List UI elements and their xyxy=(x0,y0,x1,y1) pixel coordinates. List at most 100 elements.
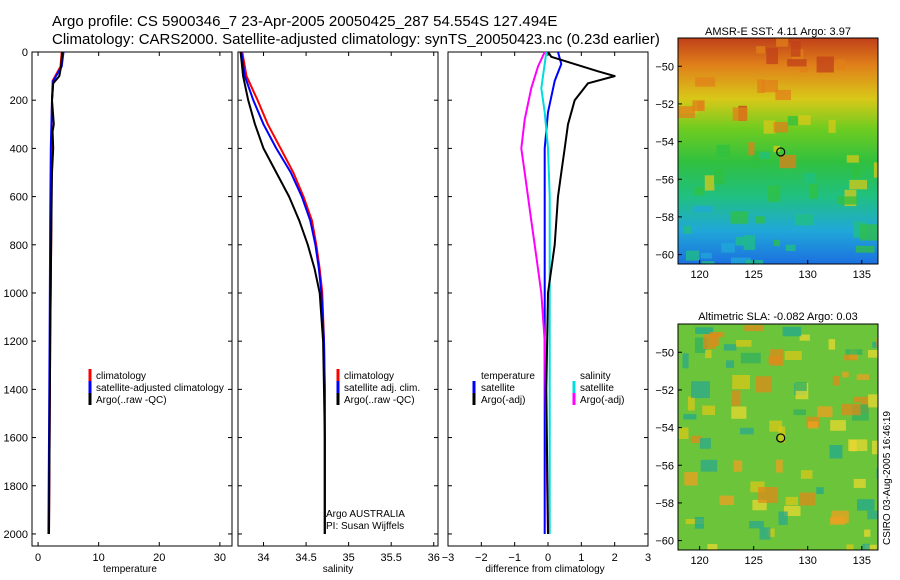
map-cell xyxy=(740,352,761,364)
annotation-pi: PI: Susan Wijffels xyxy=(326,521,404,532)
map-y-tick-label: −54 xyxy=(655,423,674,435)
map-cell xyxy=(748,142,755,156)
map-cell xyxy=(767,185,781,202)
map-cell xyxy=(700,459,718,472)
map-cell xyxy=(856,374,869,380)
map-cell xyxy=(842,371,849,378)
map-cell xyxy=(679,427,689,439)
map-cell xyxy=(785,244,796,251)
map-cell xyxy=(799,492,815,506)
map-cell xyxy=(759,527,771,540)
map-cell xyxy=(751,151,760,168)
legend-argo: Argo(..raw -QC) xyxy=(344,395,415,406)
map-cell xyxy=(714,168,725,185)
map-cell xyxy=(704,175,715,191)
map-x-tick-label: 125 xyxy=(744,269,762,281)
map-cell xyxy=(853,396,870,403)
map-cell xyxy=(876,468,878,480)
map-cell xyxy=(693,206,713,213)
y-tick-label: 1200 xyxy=(4,336,28,348)
map-cell xyxy=(726,360,735,368)
map-cell xyxy=(846,155,859,163)
map-cell xyxy=(846,544,854,550)
map-cell xyxy=(709,332,725,338)
legend-argo: Argo(..raw -QC) xyxy=(96,395,167,406)
series-line-temp-argo xyxy=(545,51,616,535)
y-tick-label: 1000 xyxy=(4,288,28,300)
map-cell xyxy=(762,80,778,93)
legend-satellite: satellite adj. clim. xyxy=(344,383,420,394)
sla-map-title: Altimetric SLA: -0.082 Argo: 0.03 xyxy=(698,311,858,323)
difference-legend-temperature: temperature satellite Argo(-adj) xyxy=(472,371,535,406)
x-tick-label: −1 xyxy=(508,552,521,564)
legend-climatology: climatology xyxy=(96,371,146,382)
legend-salinity-heading: salinity xyxy=(580,371,611,382)
map-cell xyxy=(708,549,718,550)
map-cell xyxy=(793,409,806,416)
map-cell xyxy=(799,61,808,73)
x-tick-label: 2 xyxy=(612,552,618,564)
x-tick-label: 0 xyxy=(545,552,551,564)
map-cell xyxy=(767,528,775,537)
map-cell xyxy=(769,420,783,432)
map-cell xyxy=(707,544,718,550)
map-cell xyxy=(683,414,697,420)
map-cell xyxy=(779,154,797,169)
map-cell xyxy=(876,338,878,348)
map-cell xyxy=(787,116,798,126)
map-cell xyxy=(694,517,704,529)
x-tick-label: 35 xyxy=(343,552,355,564)
y-tick-label: 1800 xyxy=(4,481,28,493)
y-tick-label: 600 xyxy=(10,192,28,204)
figure-subtitle: Climatology: CARS2000. Satellite-adjuste… xyxy=(52,31,660,48)
map-cell xyxy=(701,261,715,264)
map-cell xyxy=(868,394,878,408)
map-cell xyxy=(699,438,711,449)
map-cell xyxy=(759,151,771,159)
map-cell xyxy=(695,327,714,334)
series-line-argo xyxy=(48,51,64,535)
map-cell xyxy=(831,510,849,524)
x-tick-label: 30 xyxy=(214,552,226,564)
map-x-tick-label: 130 xyxy=(799,269,817,281)
map-cell xyxy=(799,334,810,341)
map-cell xyxy=(773,145,780,152)
map-cell xyxy=(804,172,816,184)
map-cell xyxy=(731,406,747,419)
map-cell xyxy=(865,544,877,550)
map-cell xyxy=(773,239,780,246)
y-tick-label: 200 xyxy=(10,95,28,107)
y-tick-label: 800 xyxy=(10,240,28,252)
legend-temperature-heading: temperature xyxy=(481,371,535,382)
map-cell xyxy=(787,59,807,67)
map-cell xyxy=(721,242,735,253)
map-cell xyxy=(756,376,772,393)
map-cell xyxy=(694,337,707,353)
map-cell xyxy=(785,496,798,506)
map-cell xyxy=(733,460,743,472)
map-cell xyxy=(756,46,765,54)
map-cell xyxy=(844,354,858,361)
map-cell xyxy=(702,405,715,415)
map-x-tick-label: 125 xyxy=(744,555,762,567)
legend-satellite: satellite-adjusted climatology xyxy=(96,383,224,394)
map-cell xyxy=(732,375,750,390)
map-cell xyxy=(828,119,836,133)
temperature-xlabel: temperature xyxy=(103,564,157,575)
map-cell xyxy=(849,179,867,190)
map-cell xyxy=(750,481,765,493)
difference-legend-salinity: salinity satellite Argo(-adj) xyxy=(572,371,624,406)
map-cell xyxy=(829,445,843,459)
map-y-tick-label: −52 xyxy=(655,385,674,397)
map-cell xyxy=(685,250,700,261)
map-cell xyxy=(716,144,730,157)
difference-xlabel: difference from climatology xyxy=(485,564,604,575)
map-cell xyxy=(860,224,878,241)
map-cell xyxy=(832,376,840,386)
map-cell xyxy=(872,440,878,455)
map-cell xyxy=(749,521,764,529)
map-y-tick-label: −56 xyxy=(655,460,674,472)
map-cell xyxy=(873,162,878,178)
x-tick-label: −2 xyxy=(475,552,488,564)
